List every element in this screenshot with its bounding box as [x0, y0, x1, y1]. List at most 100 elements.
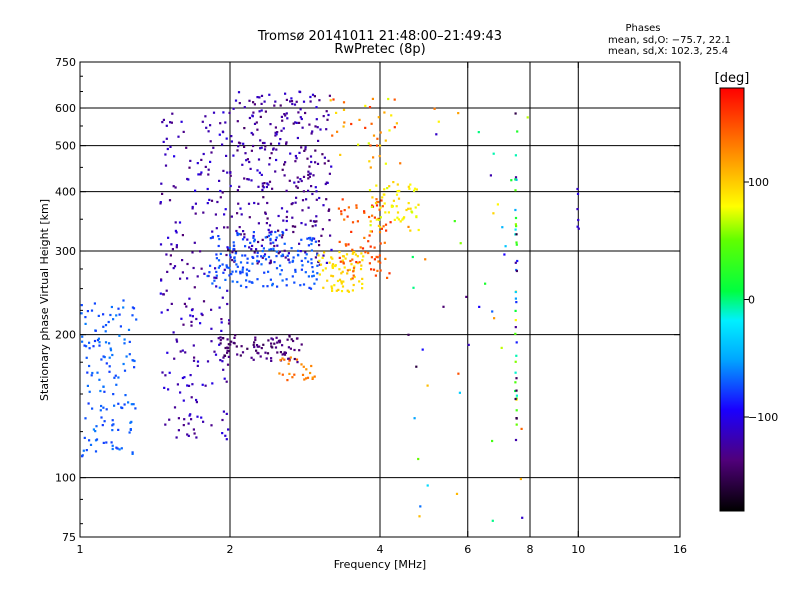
data-point [269, 142, 273, 145]
data-point [222, 169, 225, 172]
data-point [269, 259, 272, 262]
data-point [188, 166, 191, 169]
data-point [306, 376, 310, 379]
data-point [330, 274, 333, 277]
data-point [314, 186, 317, 189]
data-point [295, 121, 298, 124]
data-point [208, 271, 211, 274]
data-point [220, 318, 223, 321]
data-point [515, 178, 518, 181]
data-point [503, 253, 506, 256]
colorbar-ticks: 100 0 −100 [744, 176, 778, 424]
data-point [340, 282, 343, 285]
data-point [243, 145, 246, 148]
data-point [192, 266, 195, 270]
data-point [322, 286, 325, 289]
data-point [273, 104, 276, 107]
data-point [269, 261, 272, 264]
data-point [223, 226, 226, 229]
data-point [164, 374, 167, 377]
data-point [216, 200, 219, 204]
data-point [210, 327, 213, 330]
data-point [245, 159, 248, 162]
data-point [350, 263, 353, 266]
data-point [368, 215, 371, 219]
data-point [324, 182, 327, 186]
data-point [307, 244, 310, 247]
data-point [415, 188, 418, 191]
data-point [323, 162, 326, 165]
data-point [364, 126, 367, 129]
data-point [336, 279, 340, 283]
data-point [417, 203, 420, 206]
data-point [279, 358, 282, 362]
data-point [318, 244, 321, 247]
data-point [102, 406, 105, 409]
data-point [304, 223, 307, 226]
data-point [514, 216, 518, 220]
data-point [298, 349, 301, 352]
data-point [212, 111, 216, 114]
data-point [383, 193, 386, 196]
data-point [279, 138, 282, 141]
data-point [311, 93, 315, 96]
data-point [188, 297, 191, 300]
data-point [378, 218, 381, 221]
data-point [382, 225, 385, 228]
data-point [368, 262, 371, 265]
data-point [226, 346, 229, 349]
data-point [307, 260, 310, 263]
data-point [350, 278, 353, 281]
data-point [363, 236, 366, 239]
data-point [310, 242, 313, 246]
data-point [458, 391, 461, 394]
data-point [180, 120, 183, 123]
data-point [319, 128, 322, 131]
data-point [221, 191, 224, 194]
data-point [415, 365, 418, 368]
data-point [270, 233, 273, 236]
data-point [308, 175, 311, 178]
data-point [104, 330, 107, 333]
data-point [338, 251, 341, 254]
data-point [161, 121, 164, 124]
data-point [292, 339, 295, 343]
data-point [283, 174, 286, 177]
data-point [117, 307, 120, 310]
data-point [275, 336, 278, 339]
data-point [318, 263, 321, 266]
data-point [215, 227, 218, 230]
data-point [228, 319, 231, 322]
y-tick-label: 300 [55, 245, 76, 258]
x-tick-label: 16 [673, 543, 687, 556]
data-point [285, 284, 288, 287]
data-point [187, 178, 190, 181]
data-point [123, 342, 126, 345]
data-point [196, 360, 200, 363]
data-point [271, 187, 274, 190]
data-point [255, 344, 259, 347]
data-point [383, 202, 386, 205]
data-point [218, 133, 221, 136]
data-point [345, 253, 349, 256]
data-point [233, 336, 236, 339]
data-point [256, 255, 259, 258]
data-point [118, 448, 121, 451]
data-point [194, 202, 197, 205]
data-point [112, 423, 115, 426]
data-point [110, 305, 113, 309]
data-point [293, 357, 296, 361]
data-point [241, 351, 245, 354]
data-point [211, 282, 214, 285]
data-point [251, 281, 254, 284]
data-point [341, 198, 344, 201]
data-point [221, 296, 224, 299]
data-point [334, 264, 337, 268]
data-point [80, 312, 83, 315]
data-point [276, 351, 279, 354]
data-point [239, 270, 242, 273]
data-point [296, 176, 299, 179]
data-point [196, 275, 199, 278]
data-point [282, 352, 285, 355]
